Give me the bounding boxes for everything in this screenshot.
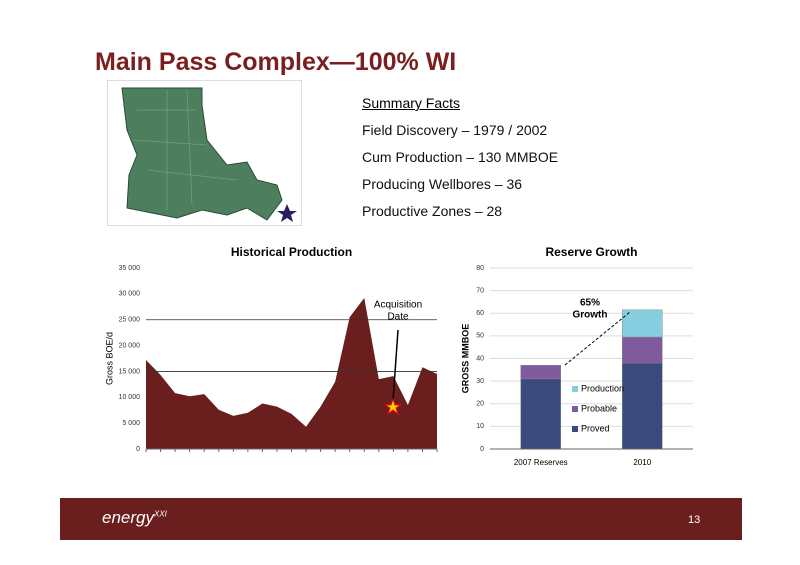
legend-swatch xyxy=(572,406,578,412)
summary-fact: Producing Wellbores – 36 xyxy=(362,176,523,192)
logo-text: energy xyxy=(102,508,154,527)
summary-fact: Productive Zones – 28 xyxy=(362,203,503,219)
charts: Historical Production Gross BOE/d 0 5 000 10… xyxy=(104,245,693,467)
y-tick-label: 50 xyxy=(476,333,484,340)
bar xyxy=(622,362,663,450)
y-tick-label: 30 xyxy=(476,378,484,385)
map-parishes xyxy=(131,89,238,210)
y-tick-label: 20 000 xyxy=(119,342,141,349)
legend-swatch xyxy=(572,426,578,432)
page-number: 13 xyxy=(688,514,701,526)
annotation-arrow xyxy=(392,329,399,402)
bar xyxy=(520,378,561,450)
y-tick-label: 40 xyxy=(476,355,484,362)
bar xyxy=(622,309,663,338)
area xyxy=(146,297,437,449)
annotation: Date xyxy=(387,312,409,323)
chart-title: Historical Production xyxy=(231,245,352,259)
y-tick-label: 70 xyxy=(476,287,484,294)
y-tick-label: 0 xyxy=(136,446,140,453)
y-tick-label: 80 xyxy=(476,265,484,272)
y-tick-label: 5 000 xyxy=(122,420,140,427)
legend-label: Proved xyxy=(581,423,610,433)
summary-heading: Summary Facts xyxy=(362,95,461,111)
y-tick-label: 10 xyxy=(476,423,484,430)
map-state xyxy=(121,87,283,221)
y-axis-label: Gross BOE/d xyxy=(104,332,114,385)
bar xyxy=(622,336,663,364)
legend-label: Probable xyxy=(581,403,617,413)
y-tick-label: 30 000 xyxy=(119,291,141,298)
footer-band xyxy=(60,498,742,540)
annotation: Growth xyxy=(573,310,608,321)
y-axis-label: GROSS MMBOE xyxy=(460,324,470,394)
y-tick-label: 35 000 xyxy=(119,265,141,272)
acquisition-star xyxy=(383,397,403,416)
logo: energyXXI xyxy=(102,508,167,528)
annotation: Acquisition xyxy=(374,300,422,311)
annotation: 65% xyxy=(580,298,600,309)
slide-title: Main Pass Complex—100% WI xyxy=(95,48,457,76)
y-tick-label: 10 000 xyxy=(119,394,141,401)
y-tick-label: 0 xyxy=(480,446,484,453)
y-tick-label: 60 xyxy=(476,310,484,317)
chart-title: Reserve Growth xyxy=(545,245,637,259)
annotation-arrow xyxy=(564,311,631,366)
y-tick-label: 15 000 xyxy=(119,368,141,375)
logo-sup: XXI xyxy=(153,509,167,519)
summary-fact: Field Discovery – 1979 / 2002 xyxy=(362,122,548,138)
legend-label: Production xyxy=(581,383,624,393)
x-tick-label: 2010 xyxy=(633,458,651,467)
x-tick-label: 2007 Reserves xyxy=(514,458,568,467)
y-tick-label: 20 xyxy=(476,401,484,408)
map-star xyxy=(277,204,297,222)
map xyxy=(107,80,302,226)
summary-fact: Cum Production – 130 MMBOE xyxy=(362,149,559,165)
bar xyxy=(520,365,561,380)
legend-swatch xyxy=(572,386,578,392)
y-tick-label: 25 000 xyxy=(119,317,141,324)
